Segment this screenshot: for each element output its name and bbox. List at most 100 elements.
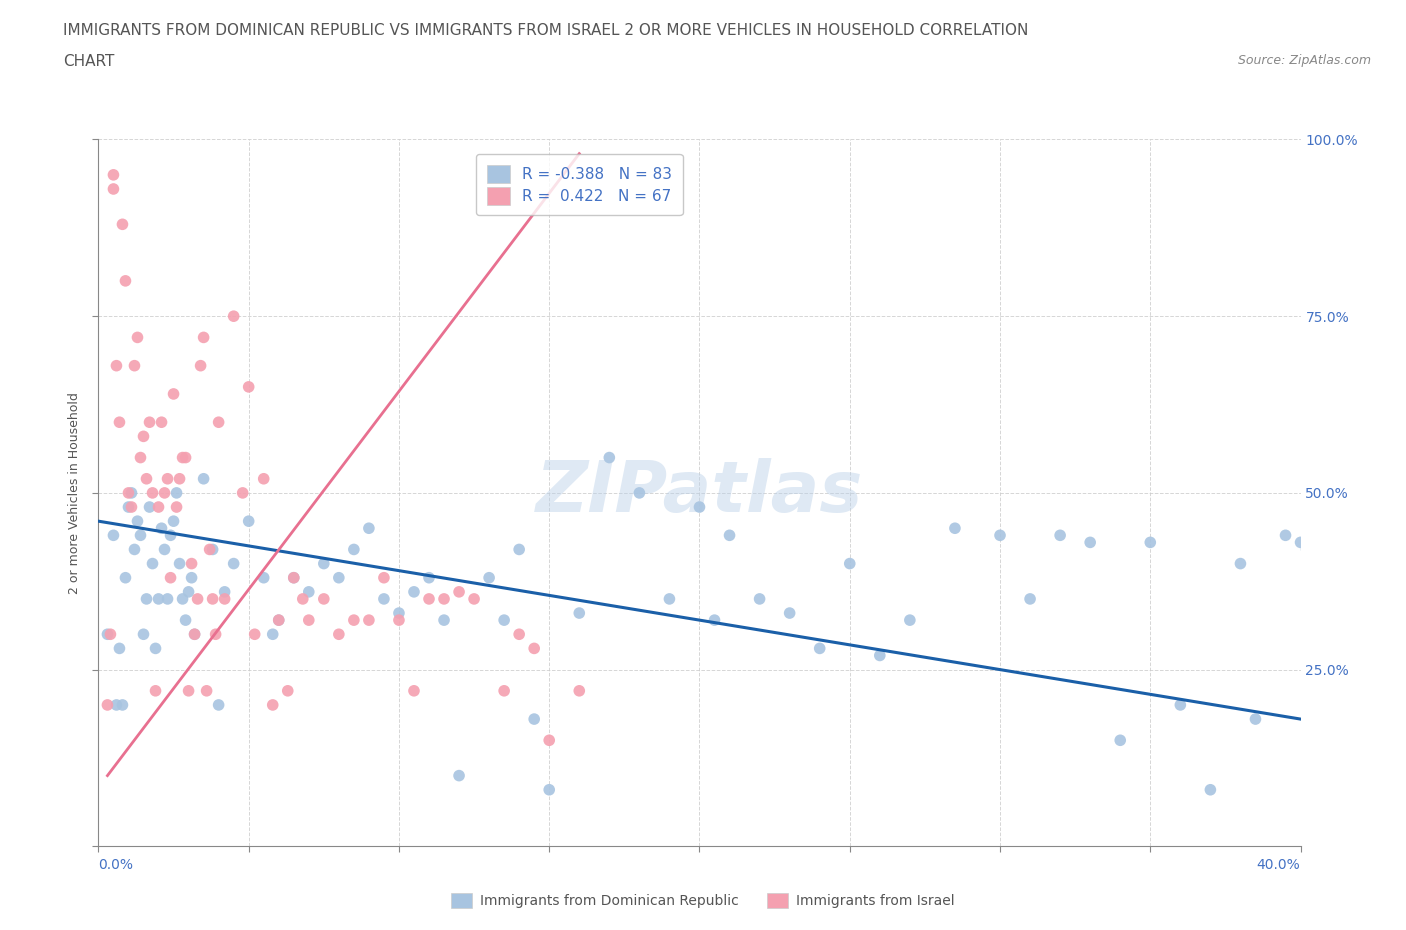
Point: [114, 273, 136, 288]
Point: [298, 613, 321, 628]
Point: [869, 648, 891, 663]
Point: [124, 358, 146, 373]
Point: [628, 485, 651, 500]
Point: [150, 415, 173, 430]
Point: [204, 627, 226, 642]
Point: [117, 485, 139, 500]
Point: [183, 627, 205, 642]
Point: [283, 570, 305, 585]
Point: [402, 584, 425, 599]
Point: [156, 472, 179, 486]
Point: [135, 472, 157, 486]
Point: [262, 627, 284, 642]
Point: [153, 485, 176, 500]
Point: [180, 556, 202, 571]
Point: [162, 387, 184, 402]
Point: [373, 570, 395, 585]
Point: [463, 591, 485, 606]
Point: [121, 485, 143, 500]
Point: [193, 472, 215, 486]
Point: [523, 711, 546, 726]
Point: [141, 485, 163, 500]
Point: [172, 591, 194, 606]
Point: [232, 485, 254, 500]
Point: [312, 556, 335, 571]
Point: [117, 499, 139, 514]
Point: [214, 584, 236, 599]
Point: [312, 591, 335, 606]
Point: [523, 641, 546, 656]
Point: [105, 698, 128, 712]
Y-axis label: 2 or more Vehicles in Household: 2 or more Vehicles in Household: [67, 392, 82, 594]
Point: [169, 556, 191, 571]
Point: [508, 542, 530, 557]
Point: [111, 217, 134, 232]
Point: [988, 528, 1011, 543]
Point: [114, 570, 136, 585]
Legend: Immigrants from Dominican Republic, Immigrants from Israel: Immigrants from Dominican Republic, Immi…: [446, 888, 960, 914]
Point: [943, 521, 966, 536]
Text: IMMIGRANTS FROM DOMINICAN REPUBLIC VS IMMIGRANTS FROM ISRAEL 2 OR MORE VEHICLES : IMMIGRANTS FROM DOMINICAN REPUBLIC VS IM…: [63, 23, 1029, 38]
Point: [177, 584, 200, 599]
Point: [703, 613, 725, 628]
Point: [177, 684, 200, 698]
Point: [418, 570, 440, 585]
Point: [103, 528, 125, 543]
Point: [253, 570, 276, 585]
Point: [108, 415, 131, 430]
Point: [898, 613, 921, 628]
Point: [169, 472, 191, 486]
Point: [127, 330, 149, 345]
Point: [1078, 535, 1101, 550]
Point: [718, 528, 741, 543]
Point: [283, 570, 305, 585]
Point: [150, 521, 173, 536]
Point: [267, 613, 290, 628]
Point: [124, 542, 146, 557]
Point: [159, 528, 181, 543]
Point: [357, 521, 380, 536]
Point: [145, 641, 167, 656]
Point: [187, 591, 209, 606]
Point: [198, 542, 221, 557]
Point: [141, 556, 163, 571]
Point: [148, 499, 170, 514]
Point: [121, 499, 143, 514]
Point: [373, 591, 395, 606]
Point: [1244, 711, 1267, 726]
Point: [478, 570, 501, 585]
Point: [494, 613, 516, 628]
Point: [129, 528, 152, 543]
Point: [1019, 591, 1042, 606]
Point: [779, 605, 801, 620]
Point: [343, 542, 366, 557]
Point: [328, 570, 350, 585]
Point: [208, 415, 231, 430]
Point: [214, 591, 236, 606]
Text: CHART: CHART: [63, 54, 115, 69]
Point: [174, 613, 197, 628]
Point: [1295, 542, 1317, 557]
Point: [1274, 528, 1296, 543]
Point: [689, 499, 711, 514]
Point: [162, 513, 184, 528]
Point: [808, 641, 831, 656]
Point: [291, 591, 314, 606]
Point: [145, 684, 167, 698]
Point: [267, 613, 290, 628]
Text: 40.0%: 40.0%: [1257, 858, 1301, 872]
Point: [1229, 556, 1251, 571]
Point: [277, 684, 299, 698]
Point: [388, 613, 411, 628]
Point: [138, 499, 160, 514]
Point: [1289, 535, 1312, 550]
Point: [243, 627, 266, 642]
Text: 0.0%: 0.0%: [98, 858, 134, 872]
Point: [253, 472, 276, 486]
Point: [180, 570, 202, 585]
Point: [148, 591, 170, 606]
Point: [201, 591, 224, 606]
Point: [262, 698, 284, 712]
Point: [494, 684, 516, 698]
Point: [568, 605, 591, 620]
